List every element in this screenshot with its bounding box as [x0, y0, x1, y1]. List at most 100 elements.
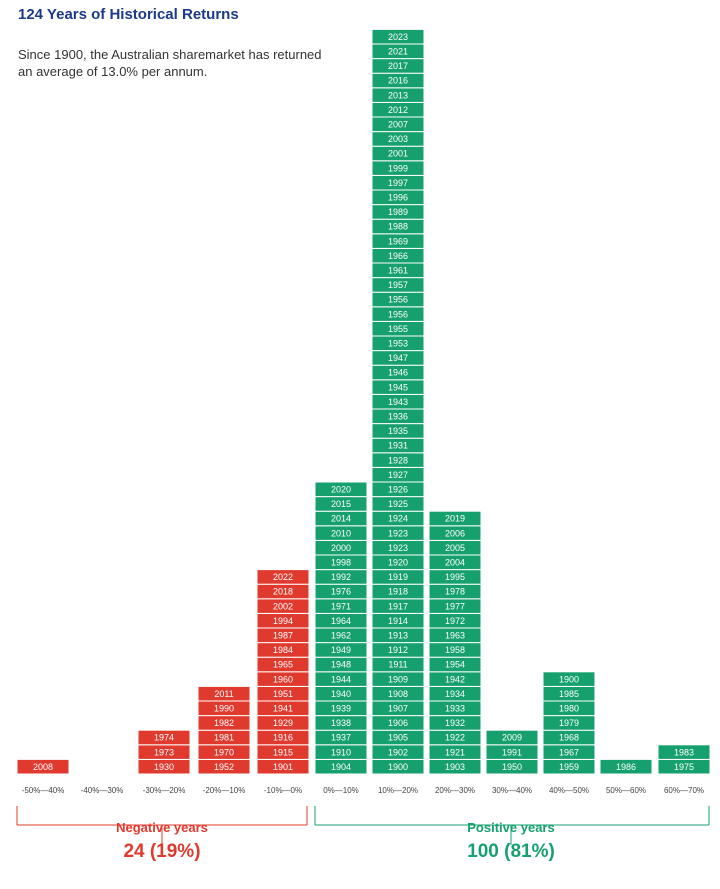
bar-cell-year: 1925	[388, 499, 408, 509]
bar-cell-year: 2016	[388, 76, 408, 86]
bar-cell-year: 1970	[214, 747, 234, 757]
bar-cell-year: 2023	[388, 32, 408, 42]
bar-cell-year: 1930	[154, 762, 174, 772]
x-tick-label: -50%—40%	[22, 786, 65, 795]
chart-title: 124 Years of Historical Returns	[18, 6, 239, 23]
bar-cell-year: 1962	[331, 631, 351, 641]
x-tick-label: 40%—50%	[549, 786, 589, 795]
bar-cell-year: 1982	[214, 718, 234, 728]
bar-cell-year: 1978	[445, 587, 465, 597]
positive-years-label: Positive years	[467, 820, 555, 835]
bar-cell-year: 1945	[388, 382, 408, 392]
bar-cell-year: 1918	[388, 587, 408, 597]
bar-cell-year: 2011	[214, 689, 233, 699]
bar-cell-year: 2013	[388, 90, 408, 100]
bar-cell-year: 1964	[331, 616, 351, 626]
bar-cell-year: 1994	[273, 616, 293, 626]
bar-cell-year: 1927	[388, 470, 408, 480]
bar-cell-year: 1949	[331, 645, 351, 655]
bar-cell-year: 1954	[445, 660, 465, 670]
bar-cell-year: 1941	[273, 704, 293, 714]
bar-cell-year: 1900	[559, 674, 579, 684]
bar-cell-year: 1955	[388, 324, 408, 334]
bar-cell-year: 1921	[445, 747, 465, 757]
bar-cell-year: 2000	[331, 543, 351, 553]
bar-cell-year: 1967	[559, 747, 579, 757]
negative-bracket	[16, 806, 308, 845]
bar-cell-year: 1910	[331, 747, 351, 757]
bar-cell-year: 1903	[445, 762, 465, 772]
bar-cell-year: 1906	[388, 718, 408, 728]
bar-cell-year: 1956	[388, 309, 408, 319]
bar-cell-year: 1919	[388, 572, 408, 582]
bar-cell-year: 1957	[388, 280, 408, 290]
bar-cell-year: 1932	[445, 718, 465, 728]
bar-cell	[371, 28, 425, 45]
bar-cell-year: 1977	[445, 601, 465, 611]
bar-cell-year: 1989	[388, 207, 408, 217]
x-tick-label: 50%—60%	[606, 786, 646, 795]
bar-cell-year: 1998	[331, 558, 351, 568]
bar-cell	[428, 510, 482, 527]
bar-cell-year: 1909	[388, 674, 408, 684]
bar-cell-year: 1944	[331, 674, 351, 684]
bar-cell-year: 1929	[273, 718, 293, 728]
bar-cell-year: 1931	[388, 441, 408, 451]
bar-cell	[485, 729, 539, 746]
bar-cell-year: 1966	[388, 251, 408, 261]
bar-cell-year: 1974	[154, 733, 174, 743]
bar-cell-year: 1922	[445, 733, 465, 743]
bar-cell-year: 1961	[388, 266, 408, 276]
bar-cell-year: 2001	[388, 149, 408, 159]
x-tick-label: 60%—70%	[664, 786, 704, 795]
bar-cell-year: 1904	[331, 762, 351, 772]
x-tick-label: -20%—10%	[203, 786, 246, 795]
bar-cell-year: 1953	[388, 339, 408, 349]
bar-cell-year: 2020	[331, 485, 351, 495]
bar-cell-year: 1916	[273, 733, 293, 743]
bar-cell-year: 1914	[388, 616, 408, 626]
bar-cell-year: 1958	[445, 645, 465, 655]
bar-cell-year: 2012	[388, 105, 408, 115]
bar-cell-year: 1948	[331, 660, 351, 670]
x-tick-label: -40%—30%	[81, 786, 124, 795]
bar-cell-year: 1972	[445, 616, 465, 626]
bar-cell-year: 1937	[331, 733, 351, 743]
bar-cell-year: 1999	[388, 163, 408, 173]
bar-cell-year: 1943	[388, 397, 408, 407]
bar-cell	[137, 729, 191, 746]
bar-cell-year: 1959	[559, 762, 579, 772]
bar-cell	[16, 758, 70, 775]
bar-cell-year: 1915	[273, 747, 293, 757]
x-tick-label: 0%—10%	[323, 786, 359, 795]
x-tick-label: 10%—20%	[378, 786, 418, 795]
bar-cell-year: 1936	[388, 412, 408, 422]
negative-years-label: Negative years	[116, 820, 208, 835]
x-tick-label: -10%—0%	[264, 786, 302, 795]
negative-years-value: 24 (19%)	[123, 841, 201, 862]
positive-years-value: 100 (81%)	[467, 841, 555, 862]
bar-cell-year: 1975	[674, 762, 694, 772]
bar-cell-year: 1920	[388, 558, 408, 568]
bar-cell-year: 1908	[388, 689, 408, 699]
bar-cell-year: 1939	[331, 704, 351, 714]
bar-cell-year: 1923	[388, 543, 408, 553]
bar-cell-year: 1987	[273, 631, 293, 641]
bar-cell-year: 1997	[388, 178, 408, 188]
bar-cell-year: 1911	[388, 660, 407, 670]
bar-cell-year: 1947	[388, 353, 408, 363]
bar-cell-year: 1940	[331, 689, 351, 699]
bar-cell-year: 1996	[388, 193, 408, 203]
bar-cell-year: 2002	[273, 601, 293, 611]
chart-subtitle: Since 1900, the Australian sharemarket h…	[18, 47, 322, 79]
bar-cell	[657, 744, 711, 760]
bar-cell-year: 1960	[273, 674, 293, 684]
bar-cell-year: 1981	[214, 733, 234, 743]
bar-cell-year: 1928	[388, 455, 408, 465]
positive-bracket	[314, 806, 710, 845]
bar-cell-year: 2017	[388, 61, 408, 71]
bar-cell-year: 1907	[388, 704, 408, 714]
bar-cell-year: 1900	[388, 762, 408, 772]
bar-cell-year: 1952	[214, 762, 234, 772]
bar-cell	[542, 671, 596, 687]
